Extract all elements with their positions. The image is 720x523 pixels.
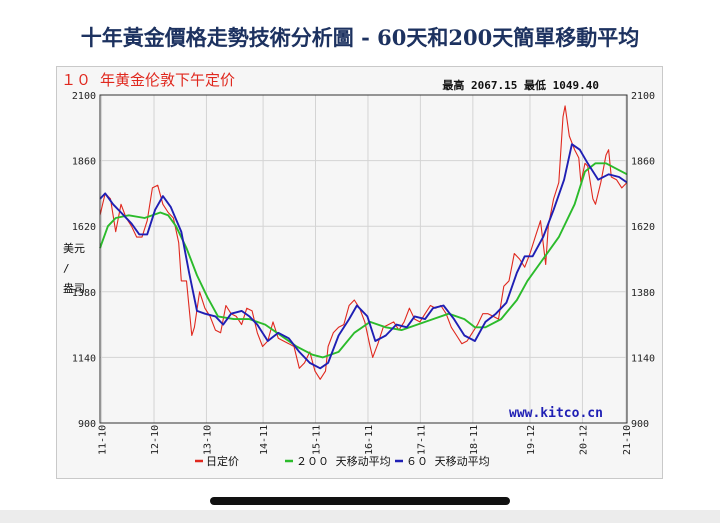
x-tick-label: 15-11 <box>312 425 323 455</box>
y-tick-label-left: 900 <box>78 419 96 430</box>
y-tick-label-right: 1380 <box>631 288 655 299</box>
x-tick-label: 20-12 <box>578 425 589 455</box>
y-axis-label: 美元/盎司 <box>63 242 85 295</box>
chart-grid: 900 900 1140 1140 1380 1380 1620 1620 1860 1860 21… <box>72 91 655 455</box>
watermark: www.kitco.cn <box>509 406 603 421</box>
x-tick-label: 13-10 <box>202 425 213 455</box>
chart-frame: １０ 年黄金伦敦下午定价 最高 2067.15 最低 1049.40 900 90… <box>56 66 663 479</box>
series-line-2 <box>99 143 628 370</box>
y-tick-label-left: 1380 <box>72 288 96 299</box>
x-tick-label: 16-11 <box>364 425 375 455</box>
y-tick-label-right: 1860 <box>631 157 655 168</box>
x-tick-label: 11-10 <box>98 425 109 455</box>
legend-label-1: ２００ 天移动平均 <box>296 455 391 468</box>
page-title: 十年黃金價格走勢技術分析圖 - 60天和200天簡單移動平均 <box>80 25 640 50</box>
x-tick-label: 17-11 <box>416 425 427 455</box>
gold-price-chart: １０ 年黄金伦敦下午定价 最高 2067.15 最低 1049.40 900 90… <box>61 71 655 468</box>
plot-border <box>99 94 628 424</box>
x-tick-label: 18-11 <box>469 425 480 455</box>
x-tick-label: 19-12 <box>526 425 537 455</box>
chart-legend: 日定价 ２００ 天移动平均 ６０ 天移动平均 <box>195 454 490 468</box>
chart-title: １０ 年黄金伦敦下午定价 <box>61 71 235 89</box>
y-tick-label-left: 1860 <box>72 157 96 168</box>
chart-series <box>99 105 628 380</box>
y-tick-label-left: 1620 <box>72 222 96 233</box>
y-tick-label-left: 1140 <box>72 353 96 364</box>
home-indicator[interactable] <box>210 497 510 505</box>
y-tick-label-left: 2100 <box>72 91 96 102</box>
x-tick-label: 12-10 <box>150 425 161 455</box>
series-line-1 <box>99 162 628 359</box>
price-stats: 最高 2067.15 最低 1049.40 <box>442 78 599 92</box>
series-line-0 <box>99 105 628 380</box>
bottom-bar <box>0 510 720 523</box>
x-tick-label: 14-11 <box>259 425 270 455</box>
x-tick-label: 21-10 <box>622 425 633 455</box>
y-tick-label-right: 1140 <box>631 353 655 364</box>
legend-label-2: ６０ 天移动平均 <box>406 455 490 468</box>
y-tick-label-right: 2100 <box>631 91 655 102</box>
legend-label-0: 日定价 <box>206 454 239 468</box>
y-tick-label-right: 1620 <box>631 222 655 233</box>
y-tick-label-right: 900 <box>631 419 649 430</box>
